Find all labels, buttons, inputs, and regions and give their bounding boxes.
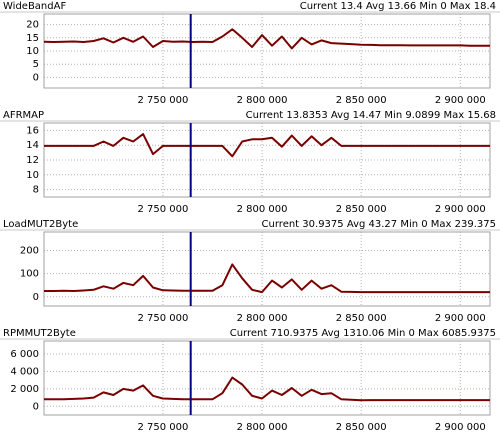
y-tick-label: 5 <box>33 59 39 70</box>
x-tick-label: 2 750 000 <box>137 95 188 106</box>
data-line <box>44 263 490 294</box>
y-tick-label: 10 <box>26 46 39 57</box>
y-tick-label: 15 <box>26 33 39 44</box>
plot-area <box>43 340 491 416</box>
x-tick-label: 2 750 000 <box>137 422 188 433</box>
data-line <box>44 376 490 402</box>
panel-title: AFRMAP <box>3 110 44 121</box>
panel-stats: Current 30.9375 Avg 43.27 Min 0 Max 239.… <box>262 219 496 230</box>
panel-title: RPMMUT2Byte <box>3 328 76 339</box>
x-tick-label: 2 900 000 <box>435 95 486 106</box>
y-tick-label: 12 <box>26 155 39 166</box>
x-tick-label: 2 850 000 <box>336 422 387 433</box>
x-tick-label: 2 750 000 <box>137 313 188 324</box>
panel-stats: Current 13.8353 Avg 14.47 Min 9.0899 Max… <box>246 110 496 121</box>
y-tick-label: 6 000 <box>10 349 39 360</box>
y-tick-label: 0 <box>33 401 39 412</box>
data-line <box>43 28 490 50</box>
plot-area <box>43 231 491 307</box>
x-tick-label: 2 900 000 <box>435 313 486 324</box>
data-line <box>44 133 490 158</box>
y-tick-label: 20 <box>26 20 39 31</box>
y-tick-label: 8 <box>33 185 39 196</box>
panel-title: WideBandAF <box>3 1 66 12</box>
x-tick-label: 2 800 000 <box>237 313 288 324</box>
y-tick-label: 10 <box>26 170 39 181</box>
x-tick-label: 2 850 000 <box>336 95 387 106</box>
panel-title: LoadMUT2Byte <box>3 219 78 230</box>
x-tick-label: 2 900 000 <box>435 204 486 215</box>
panel-stats: Current 710.9375 Avg 1310.06 Min 0 Max 6… <box>230 328 496 339</box>
y-tick-label: 0 <box>33 292 39 303</box>
panel-stats: Current 13.4 Avg 13.66 Min 0 Max 18.4 <box>300 1 496 12</box>
y-tick-label: 2 000 <box>10 384 39 395</box>
y-tick-label: 100 <box>20 269 39 280</box>
x-tick-label: 2 850 000 <box>336 204 387 215</box>
x-tick-label: 2 800 000 <box>237 204 288 215</box>
x-tick-label: 2 900 000 <box>435 422 486 433</box>
x-tick-label: 2 800 000 <box>237 422 288 433</box>
y-tick-label: 4 000 <box>10 366 39 377</box>
y-tick-label: 16 <box>26 125 39 136</box>
x-tick-label: 2 800 000 <box>237 95 288 106</box>
y-tick-label: 14 <box>26 140 39 151</box>
y-tick-label: 0 <box>33 72 39 83</box>
x-tick-label: 2 850 000 <box>336 313 387 324</box>
x-tick-label: 2 750 000 <box>137 204 188 215</box>
y-tick-label: 200 <box>20 246 39 257</box>
